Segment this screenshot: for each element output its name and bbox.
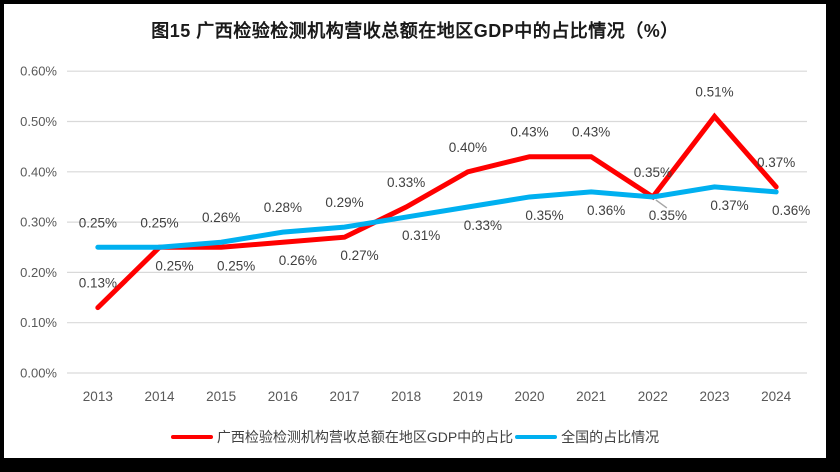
data-point-label: 0.25%	[217, 258, 255, 273]
data-point-label: 0.26%	[279, 253, 317, 268]
x-axis-tick-label: 2017	[329, 389, 359, 404]
data-point-label: 0.35%	[525, 208, 563, 223]
x-axis-tick-label: 2021	[576, 389, 606, 404]
y-axis-tick-label: 0.20%	[20, 265, 57, 280]
x-axis-tick-label: 2022	[638, 389, 668, 404]
chart-area: 图15 广西检验检测机构营收总额在地区GDP中的占比情况（%） 0.00% 0.1…	[4, 4, 826, 458]
x-axis-tick-label: 2024	[761, 389, 792, 404]
data-point-label: 0.26%	[202, 210, 240, 225]
data-point-label: 0.31%	[402, 228, 440, 243]
data-point-label: 0.33%	[464, 218, 502, 233]
y-axis-tick-label: 0.00%	[20, 366, 57, 381]
legend-item-guangxi: 广西检验检测机构营收总额在地区GDP中的占比	[170, 427, 514, 447]
chart-legend: 广西检验检测机构营收总额在地区GDP中的占比 全国的占比情况	[4, 427, 826, 447]
data-point-label: 0.28%	[264, 200, 302, 215]
chart-title: 图15 广西检验检测机构营收总额在地区GDP中的占比情况（%）	[151, 21, 679, 41]
data-point-label: 0.43%	[510, 125, 548, 140]
guangxi-series-line	[95, 112, 779, 311]
data-point-label: 0.37%	[757, 155, 795, 170]
data-point-label: 0.36%	[587, 203, 625, 218]
data-point-label: 0.29%	[325, 195, 363, 210]
data-point-label: 0.13%	[79, 276, 117, 291]
legend-label: 全国的占比情况	[561, 429, 660, 445]
data-point-label: 0.33%	[387, 175, 425, 190]
line-chart-plot: 0.00% 0.10% 0.20% 0.30% 0.40% 0.50% 0.60% 2013 2…	[20, 64, 810, 404]
y-axis-tick-label: 0.10%	[20, 315, 57, 330]
data-point-label: 0.25%	[79, 215, 117, 230]
label-leader-line	[655, 199, 668, 209]
legend-item-national: 全国的占比情况	[515, 427, 659, 447]
x-axis-tick-label: 2020	[514, 389, 544, 404]
x-axis-tick-label: 2014	[144, 389, 175, 404]
legend-line-swatch	[515, 435, 558, 439]
data-point-label: 0.43%	[572, 125, 610, 140]
national-series-line	[95, 184, 779, 250]
data-point-label: 0.27%	[340, 248, 378, 263]
y-axis-tick-label: 0.60%	[20, 64, 57, 79]
legend-line-swatch	[170, 435, 213, 439]
legend-label: 广西检验检测机构营收总额在地区GDP中的占比	[216, 429, 514, 445]
y-axis-tick-label: 0.30%	[20, 215, 57, 230]
data-point-label: 0.36%	[772, 203, 810, 218]
y-axis-tick-label: 0.40%	[20, 164, 57, 179]
x-axis-tick-label: 2019	[453, 389, 483, 404]
y-axis-tick-label: 0.50%	[20, 114, 57, 129]
data-point-label: 0.35%	[649, 208, 687, 223]
data-point-label: 0.40%	[449, 140, 487, 155]
data-point-label: 0.35%	[634, 165, 672, 180]
x-axis-tick-label: 2023	[699, 389, 729, 404]
x-axis-tick-label: 2013	[83, 389, 113, 404]
data-point-label: 0.51%	[695, 84, 733, 99]
data-point-label: 0.25%	[140, 215, 178, 230]
data-point-label: 0.25%	[155, 258, 193, 273]
x-axis-tick-label: 2016	[268, 389, 298, 404]
x-axis-tick-label: 2018	[391, 389, 421, 404]
x-axis-tick-label: 2015	[206, 389, 236, 404]
data-point-label: 0.37%	[710, 198, 748, 213]
